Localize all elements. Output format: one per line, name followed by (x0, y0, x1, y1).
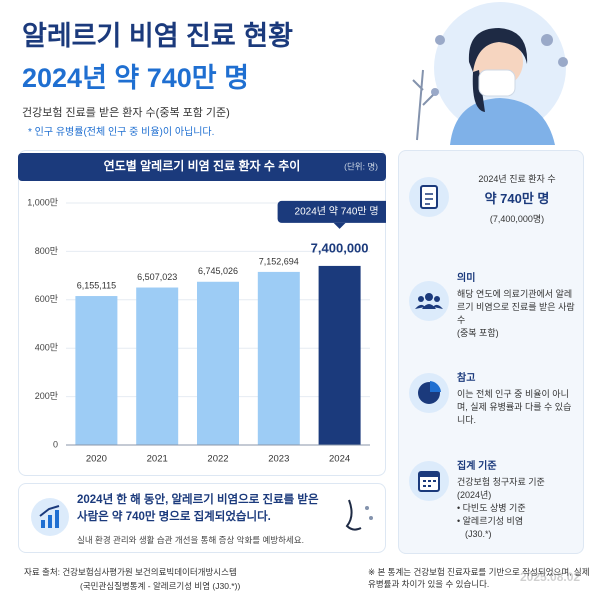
value-label: 7,152,694 (259, 256, 299, 266)
card-heading: 의미 (457, 273, 476, 284)
source-detail: (국민관심질병통계 - 알레르기성 비염 (J30.*)) (80, 581, 241, 591)
chart-title: 연도별 알레르기 비염 진료 환자 수 추이 (104, 158, 301, 173)
card-value: 약 740만 명 (484, 191, 550, 207)
card-text: • 다빈도 상병 기준 (457, 503, 526, 514)
card-text: (2024년) (457, 490, 492, 501)
chart-header (18, 153, 386, 181)
x-tick-label: 2021 (147, 454, 168, 465)
summary-text: 2024년 한 해 동안, 알레르기 비염으로 진료를 받은 사람은 약 740… (77, 494, 319, 523)
bar (318, 265, 361, 445)
nose-icon (345, 499, 373, 531)
headline: 2024년 약 740만 명 (22, 63, 249, 93)
sidebar: 2024년 진료 환자 수 약 740만 명 (7,400,000명) 의미 해… (398, 150, 584, 554)
bar (75, 296, 118, 445)
card-text: (J30.*) (465, 529, 492, 540)
x-tick-label: 2022 (207, 454, 228, 465)
pie-icon (409, 373, 449, 413)
card-text: 해당 연도에 의료기관에서 알레르기 비염으로 진료를 받은 사람 수 (457, 289, 575, 326)
title: 알레르기 비염 진료 현황 (22, 21, 293, 51)
bar (136, 287, 179, 445)
card-meaning: 의미 해당 연도에 의료기관에서 알레르기 비염으로 진료를 받은 사람 수 (… (407, 269, 577, 349)
bar (257, 271, 300, 445)
card-heading: 집계 기준 (457, 461, 497, 472)
annotation: 2024년 약 740만 명 (295, 206, 379, 218)
watermark: 2025.08.02 (520, 570, 581, 584)
note: * 인구 유병률(전체 인구 중 비율)이 아닙니다. (28, 127, 215, 138)
card-heading: 참고 (457, 373, 476, 384)
calendar-icon (409, 461, 449, 501)
people-icon (409, 281, 449, 321)
x-tick-label: 2023 (268, 454, 289, 465)
card-count: 2024년 진료 환자 수 약 740만 명 (7,400,000명) (407, 173, 577, 243)
disclaimer: ※ 본 통계는 건강보험 진료자료를 기반으로 작성되었으며, 실제 유병률과 … (368, 567, 590, 590)
value-label: 6,745,026 (198, 266, 238, 276)
card-text: • 알레르기성 비염 (457, 516, 524, 527)
illustration (412, 2, 568, 145)
value-label: 6,155,115 (77, 280, 116, 290)
value-label: 6,507,023 (137, 272, 177, 282)
growth-icon (31, 498, 69, 536)
card-text: 이는 전체 인구 중 비율이 아니며, 실제 유병률과 다를 수 있습니다. (457, 389, 572, 426)
subtitle: 건강보험 진료를 받은 환자 수(중복 포함 기준) (22, 107, 230, 119)
y-tick-label: 800만 (35, 246, 58, 256)
annotation-box (277, 200, 386, 223)
card-heading: 2024년 진료 환자 수 (478, 174, 556, 184)
annotation-pointer (333, 222, 346, 229)
summary-tip: 실내 환경 관리와 생활 습관 개선을 통해 증상 악화를 예방하세요. (77, 535, 304, 545)
card-basis: 집계 기준 건강보험 청구자료 기준 (2024년) • 다빈도 상병 기준 •… (407, 457, 577, 553)
unit: (단위: 명) (344, 161, 378, 171)
summary-box: 2024년 한 해 동안, 알레르기 비염으로 진료를 받은 사람은 약 740… (18, 483, 386, 553)
card-text: (중복 포함) (457, 328, 499, 339)
bar (197, 281, 239, 445)
card-detail: (7,400,000명) (489, 213, 545, 224)
card-text: 건강보험 청구자료 기준 (457, 477, 545, 487)
y-tick-label: 0 (53, 439, 58, 449)
source: 자료 출처: 건강보험심사평가원 보건의료빅데이터개방시스템 (24, 567, 237, 577)
y-tick-label: 600만 (35, 294, 58, 304)
y-tick-label: 200만 (35, 391, 58, 401)
x-tick-label: 2024 (329, 454, 350, 465)
clipboard-icon (409, 177, 449, 217)
card-reference: 참고 이는 전체 인구 중 비율이 아니며, 실제 유병률과 다를 수 있습니다… (407, 369, 577, 441)
y-tick-label: 400만 (35, 343, 58, 353)
value-label: 7,400,000 (311, 240, 369, 255)
x-tick-label: 2020 (86, 454, 107, 465)
y-tick-label: 1,000만 (27, 197, 58, 207)
chart: 연도별 알레르기 비염 진료 환자 수 추이 (단위: 명) 0 200만 400만… (18, 153, 386, 465)
